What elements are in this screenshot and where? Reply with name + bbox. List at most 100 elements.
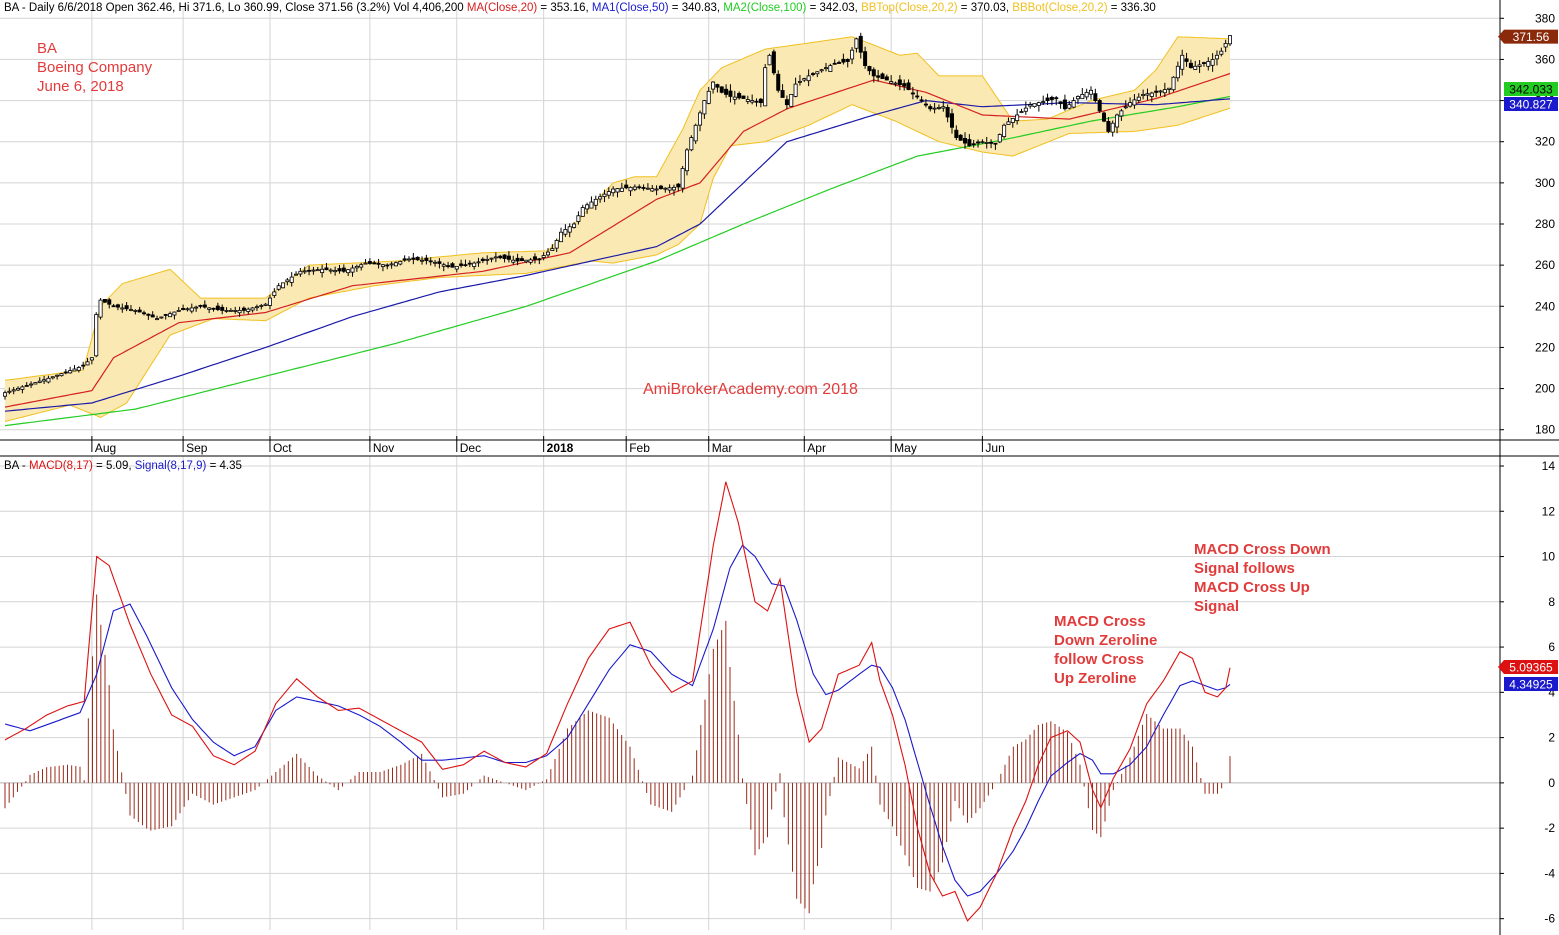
candle-body: [967, 139, 972, 147]
candle-body: [537, 258, 542, 261]
candle-body: [784, 99, 789, 106]
candle-body: [1123, 106, 1128, 109]
candle-body: [146, 313, 151, 316]
price-y-tick-label: 220: [1535, 340, 1555, 354]
signal-value-badge-text: 4.34925: [1509, 678, 1553, 692]
candle-body: [59, 373, 64, 377]
candle-body: [832, 62, 837, 65]
x-tick-label: Feb: [629, 441, 650, 455]
candle-body: [276, 285, 281, 290]
macd-value-badge-arrow: [1498, 660, 1504, 674]
candle-body: [906, 82, 911, 90]
candle-body: [133, 309, 138, 312]
macd-y-tick-label: 6: [1548, 640, 1555, 654]
candle-body: [502, 254, 507, 259]
candle-body: [1093, 93, 1098, 101]
candle-body: [294, 273, 299, 276]
candle-body: [150, 314, 155, 318]
candle-body: [963, 137, 968, 144]
candle-body: [285, 279, 290, 283]
macd-y-tick-label: 2: [1548, 731, 1555, 745]
candle-body: [910, 92, 915, 95]
candle-body: [1102, 112, 1107, 122]
x-tick-label: Oct: [273, 441, 292, 455]
candle-body: [854, 38, 859, 49]
candle-body: [1228, 35, 1233, 45]
candle-body: [841, 58, 846, 63]
candle-body: [1115, 114, 1120, 128]
signal-value-badge: [1504, 677, 1558, 691]
candle-body: [671, 186, 676, 191]
candle-body: [1084, 91, 1089, 98]
candle-body: [554, 240, 559, 249]
candle-body: [1110, 122, 1115, 133]
candle-body: [272, 291, 277, 296]
candle-body: [142, 312, 147, 315]
annotation-zeroline-line: MACD Cross: [1054, 613, 1146, 630]
candle-body: [572, 223, 577, 228]
candle-body: [324, 267, 329, 271]
candle-body: [480, 258, 485, 262]
candle-body: [1088, 89, 1093, 95]
candle-body: [654, 188, 659, 191]
candle-body: [155, 318, 160, 321]
candle-body: [437, 261, 442, 264]
candle-body: [780, 90, 785, 98]
candle-body: [1167, 87, 1172, 90]
candle-body: [819, 69, 824, 72]
candle-body: [446, 265, 451, 267]
candle-body: [1136, 96, 1141, 101]
candle-body: [954, 129, 959, 139]
annotation-zeroline-line: Down Zeroline: [1054, 632, 1158, 649]
candle-body: [598, 196, 603, 200]
candle-body: [1006, 121, 1011, 125]
candle-body: [745, 99, 750, 102]
candle-body: [511, 259, 516, 263]
candle-body: [380, 264, 385, 267]
candle-body: [915, 95, 920, 98]
candle-body: [315, 269, 320, 272]
price-y-tick-label: 240: [1535, 299, 1555, 313]
candle-body: [3, 392, 8, 397]
candle-body: [50, 376, 55, 379]
candle-body: [493, 256, 498, 259]
candle-body: [163, 314, 168, 316]
candle-body: [1197, 64, 1202, 67]
candle-body: [602, 193, 607, 198]
x-tick-label: Apr: [807, 441, 826, 455]
candle-body: [550, 248, 555, 251]
candle-body: [971, 143, 976, 146]
price-y-tick-label: 380: [1535, 11, 1555, 25]
candle-body: [719, 86, 724, 93]
candle-body: [619, 187, 624, 192]
candle-body: [467, 262, 472, 265]
annotation-signal-line: MACD Cross Down: [1194, 541, 1331, 558]
macd-value-badge-text: 5.09365: [1509, 661, 1553, 675]
candle-body: [215, 305, 220, 310]
macd-y-tick-label: 10: [1542, 550, 1556, 564]
candle-body: [424, 257, 429, 262]
candle-body: [372, 262, 377, 265]
candle-body: [1184, 58, 1189, 62]
macd-header: BA - MACD(8,17) = 5.09, Signal(8,17,9) =…: [4, 460, 242, 472]
candle-body: [1041, 101, 1046, 103]
candle-body: [450, 263, 455, 268]
candle-body: [919, 99, 924, 102]
macd-y-tick-label: 14: [1542, 459, 1556, 473]
close-price-badge-text: 371.56: [1513, 30, 1550, 44]
candle-body: [993, 142, 998, 145]
candle-body: [754, 100, 759, 103]
annotation-signal-line: Signal: [1194, 598, 1240, 615]
candle-body: [1075, 96, 1080, 100]
candle-body: [541, 255, 546, 258]
candle-body: [680, 168, 685, 189]
x-tick-label: Sep: [186, 441, 208, 455]
candle-body: [524, 259, 529, 263]
candle-body: [485, 258, 490, 261]
candle-body: [411, 257, 416, 260]
candle-body: [867, 66, 872, 72]
candle-body: [42, 379, 47, 382]
candle-body: [797, 80, 802, 83]
candle-body: [476, 261, 481, 264]
